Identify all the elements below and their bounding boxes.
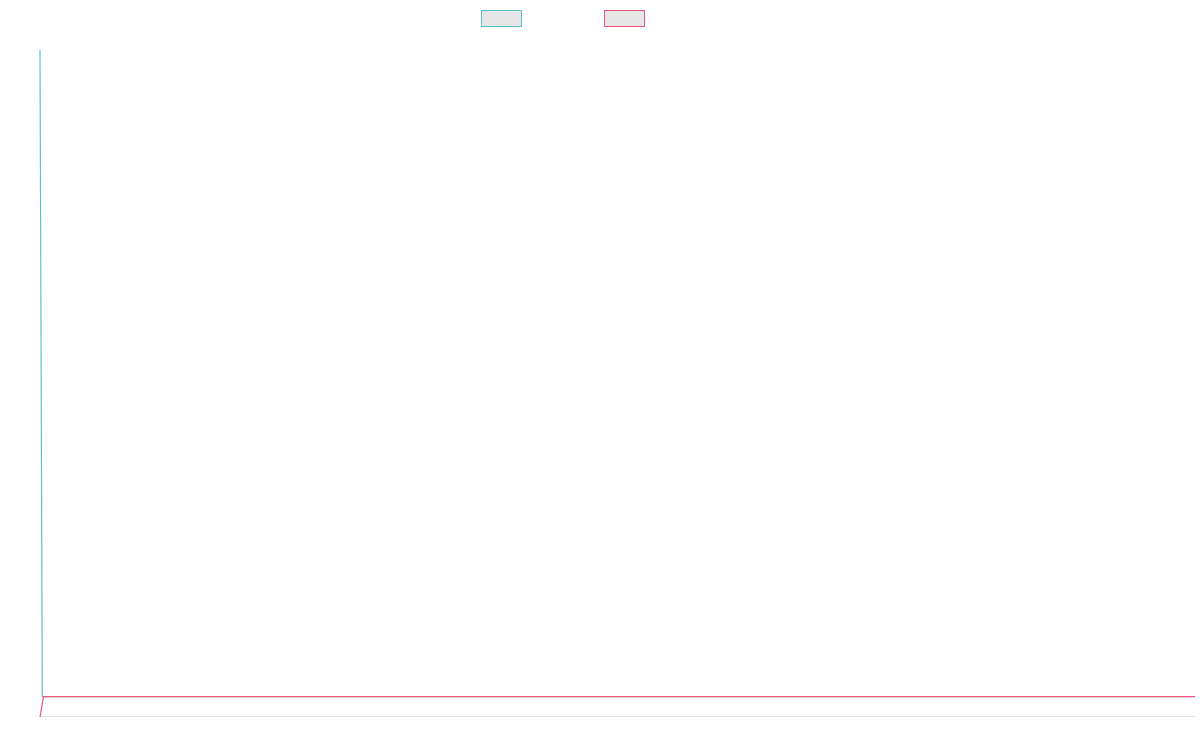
series-line-2 xyxy=(39,695,1195,718)
legend-swatch-2[interactable] xyxy=(604,10,645,27)
series-layer xyxy=(39,49,1195,718)
legend-swatch-1[interactable] xyxy=(481,10,522,27)
series-line-1 xyxy=(39,49,1195,698)
legend xyxy=(481,10,645,27)
